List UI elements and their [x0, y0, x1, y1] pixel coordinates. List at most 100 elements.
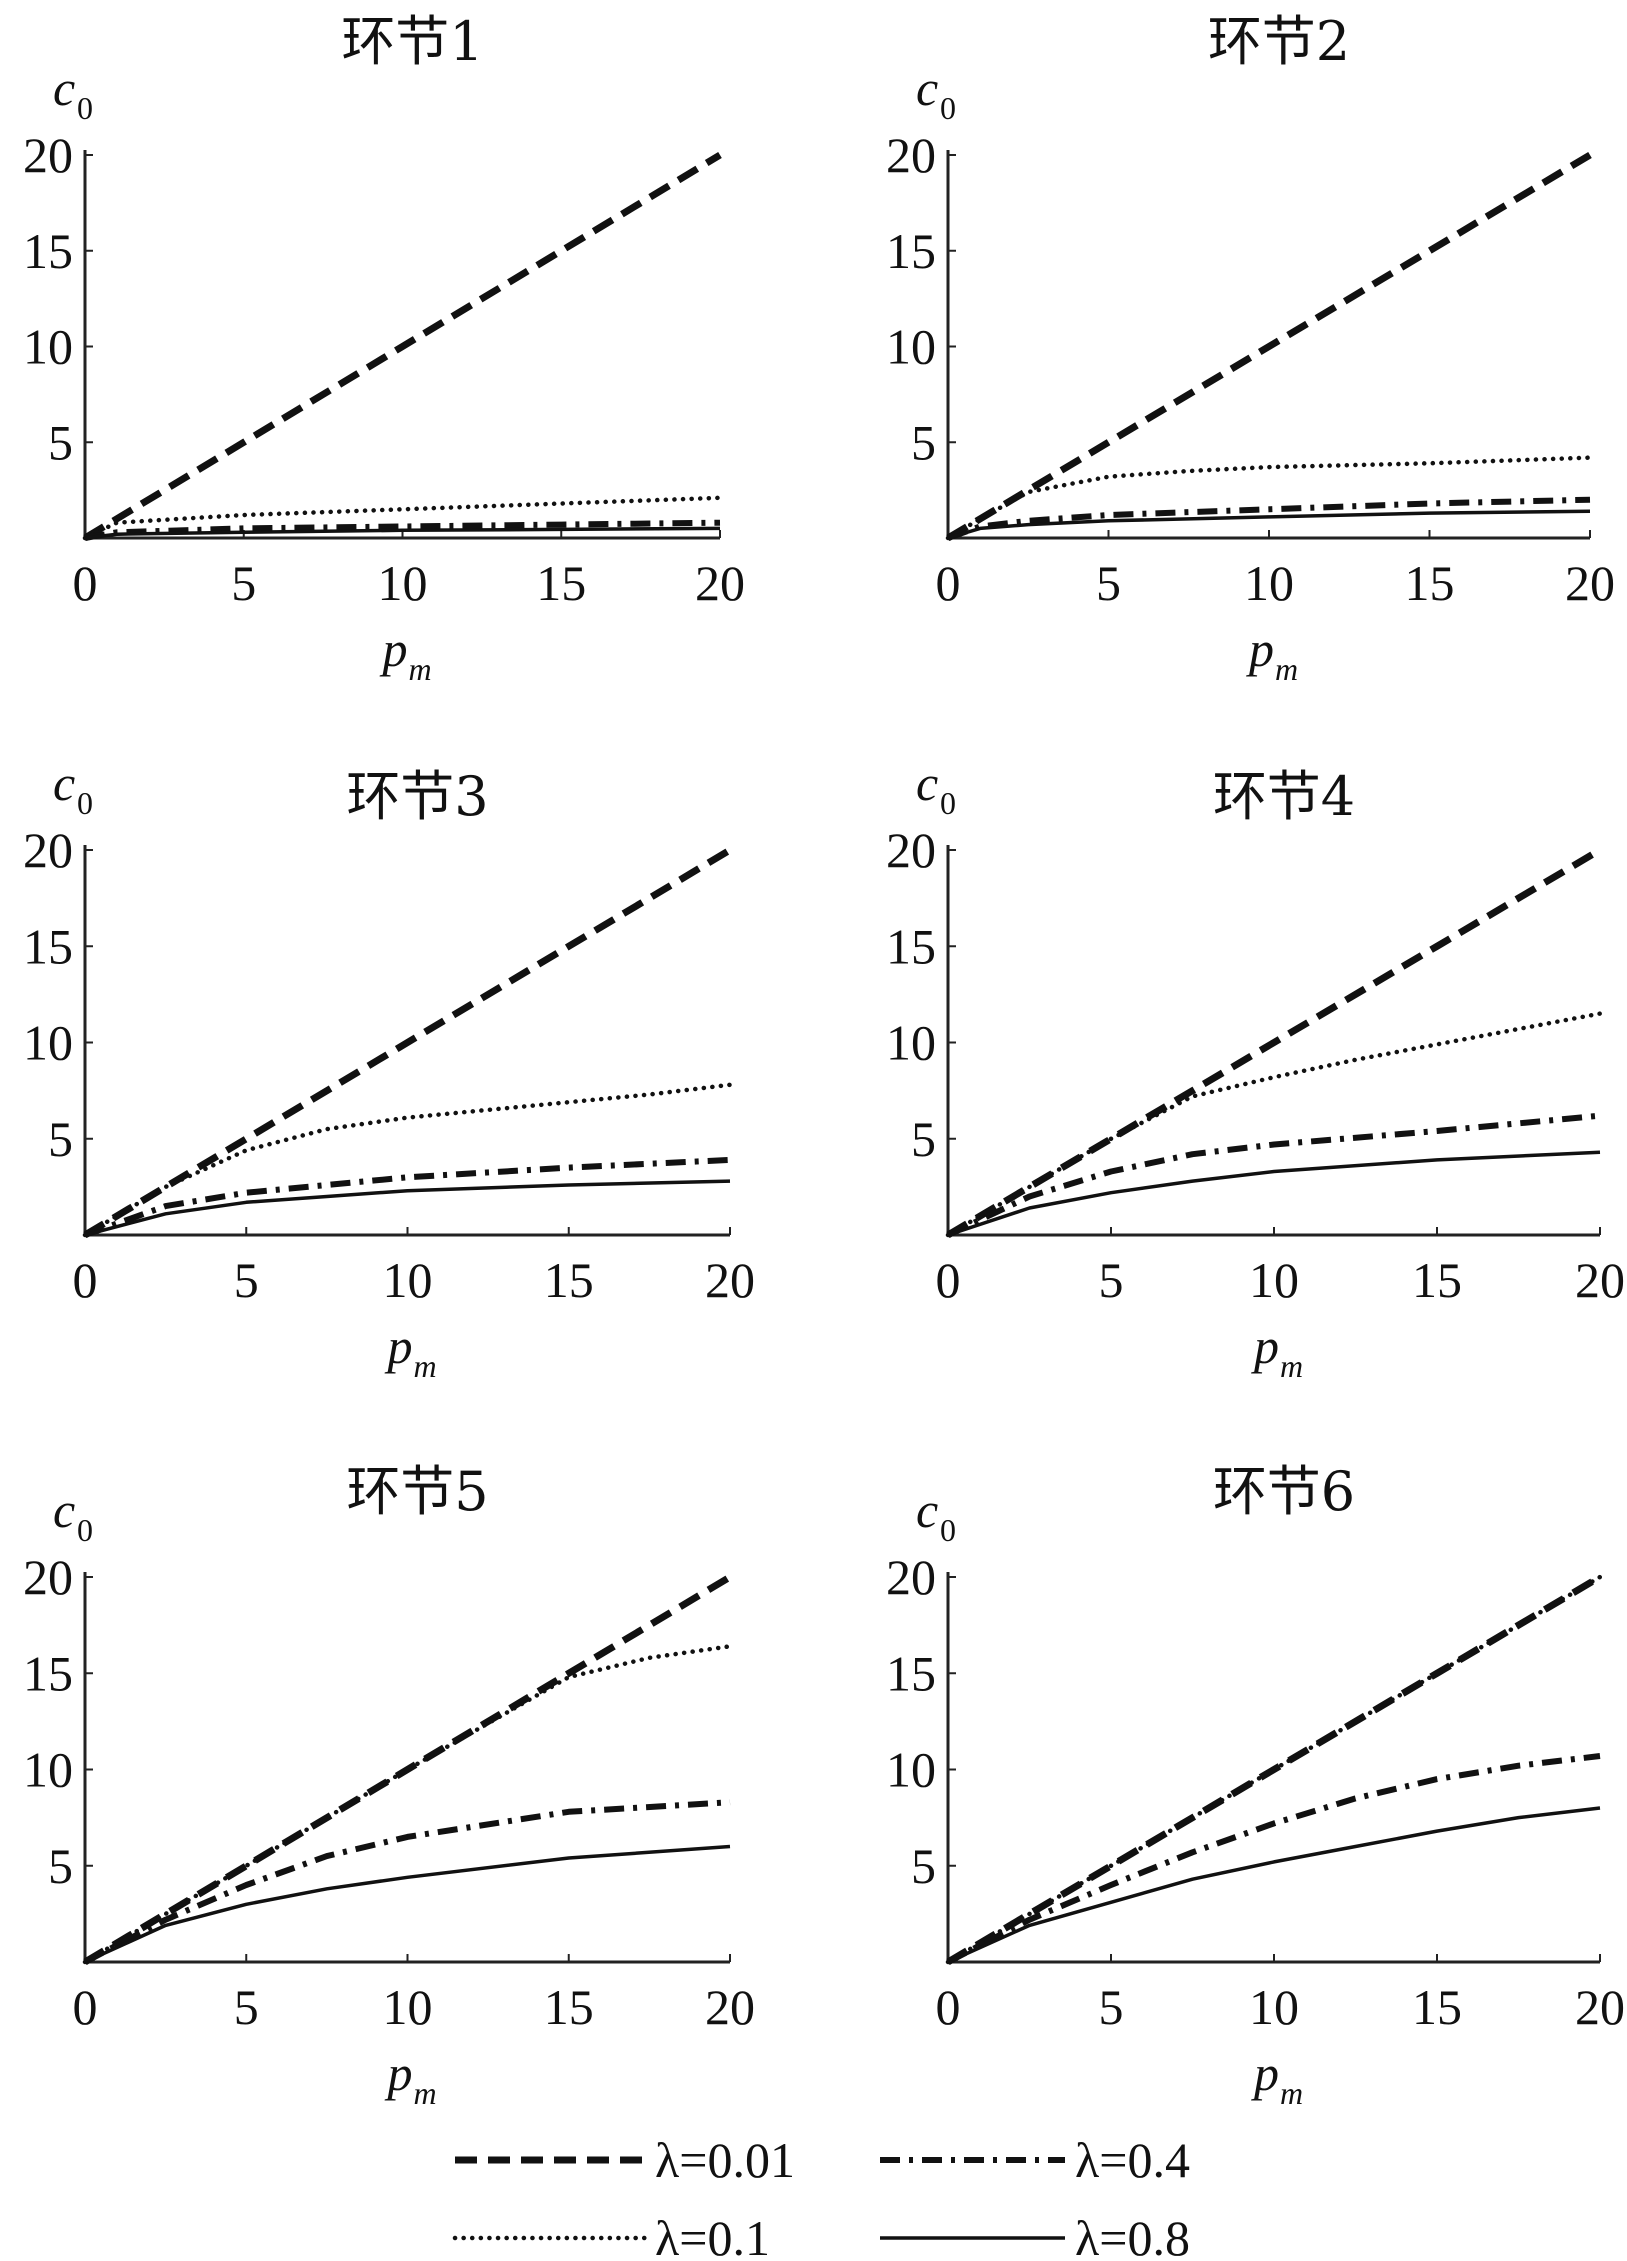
- series-line-dashed: [83, 846, 732, 1239]
- x-axis-label-subscript: m: [409, 651, 432, 687]
- legend-label: λ=0.4: [1075, 2132, 1190, 2188]
- x-tick-label: 5: [1096, 555, 1121, 611]
- legend-label: λ=0.8: [1075, 2210, 1190, 2261]
- x-tick-label: 5: [231, 555, 256, 611]
- series-line-dotted: [945, 1011, 1603, 1238]
- x-tick-label: 5: [1099, 1252, 1124, 1308]
- y-axis-label-subscript: 0: [940, 785, 956, 821]
- y-tick-label: 15: [23, 918, 73, 974]
- y-tick-label: 10: [23, 1015, 73, 1071]
- y-tick-label: 5: [911, 414, 936, 470]
- y-axis-label-subscript: 0: [77, 785, 93, 821]
- y-axis-label-subscript: 0: [940, 90, 956, 126]
- y-tick-label: 20: [23, 1549, 73, 1605]
- legend-label: λ=0.01: [655, 2132, 795, 2188]
- y-axis-label: c: [916, 60, 938, 116]
- panel-title: 环节1: [341, 10, 483, 73]
- x-tick-label: 10: [1249, 1979, 1299, 2035]
- x-tick-label: 20: [705, 1979, 755, 2035]
- y-tick-label: 15: [23, 223, 73, 279]
- y-tick-label: 20: [886, 1549, 936, 1605]
- x-tick-label: 10: [378, 555, 428, 611]
- x-tick-label: 20: [1575, 1979, 1625, 2035]
- y-tick-label: 10: [886, 319, 936, 375]
- x-tick-label: 5: [234, 1979, 259, 2035]
- y-tick-label: 15: [23, 1645, 73, 1701]
- x-axis-label: p: [1246, 621, 1274, 677]
- y-axis-label: c: [53, 1482, 75, 1538]
- y-tick-label: 5: [48, 1111, 73, 1167]
- x-axis-label: p: [385, 1318, 413, 1374]
- series-line-solid: [947, 509, 1591, 540]
- y-axis-label-subscript: 0: [77, 1512, 93, 1548]
- y-tick-label: 5: [48, 1838, 73, 1894]
- series-line-solid: [84, 1179, 731, 1237]
- y-tick-label: 5: [911, 1838, 936, 1894]
- series-line-solid: [947, 1150, 1601, 1237]
- y-axis-label: c: [53, 755, 75, 811]
- x-tick-label: 0: [936, 1979, 961, 2035]
- y-tick-label: 5: [911, 1111, 936, 1167]
- x-tick-label: 10: [1249, 1252, 1299, 1308]
- x-tick-label: 15: [536, 555, 586, 611]
- x-axis-label: p: [1251, 2045, 1279, 2101]
- y-axis-label: c: [916, 1482, 938, 1538]
- x-tick-label: 20: [705, 1252, 755, 1308]
- series-line-dashed: [83, 1573, 732, 1966]
- series-line-dotted: [82, 1644, 733, 1965]
- panel-title: 环节6: [1213, 1460, 1355, 1523]
- series-line-dotted: [945, 1574, 1603, 1965]
- series-line-solid: [947, 1806, 1601, 1964]
- x-tick-label: 0: [936, 1252, 961, 1308]
- x-tick-label: 5: [1099, 1979, 1124, 2035]
- x-axis-label-subscript: m: [414, 2075, 437, 2111]
- y-axis-label: c: [53, 60, 75, 116]
- x-axis-label-subscript: m: [1280, 1348, 1303, 1384]
- x-axis-label: p: [385, 2045, 413, 2101]
- y-axis-label: c: [916, 755, 938, 811]
- series-line-solid: [84, 526, 721, 540]
- panel-title: 环节5: [346, 1460, 488, 1523]
- x-tick-label: 10: [1244, 555, 1294, 611]
- y-tick-label: 10: [23, 319, 73, 375]
- series-line-solid: [84, 1844, 731, 1964]
- series-line-dashdot: [946, 1753, 1601, 1965]
- y-tick-label: 20: [886, 822, 936, 878]
- y-tick-label: 20: [23, 822, 73, 878]
- x-tick-label: 20: [1565, 555, 1615, 611]
- y-tick-label: 20: [23, 127, 73, 183]
- x-axis-label: p: [1251, 1318, 1279, 1374]
- x-axis-label-subscript: m: [414, 1348, 437, 1384]
- series-line-dashdot: [83, 1799, 731, 1965]
- series-line-dashed: [946, 846, 1602, 1239]
- panel-title: 环节3: [346, 765, 488, 828]
- x-tick-label: 15: [544, 1252, 594, 1308]
- legend-label: λ=0.1: [655, 2210, 770, 2261]
- y-tick-label: 10: [23, 1742, 73, 1798]
- series-line-dotted: [945, 455, 1593, 541]
- y-tick-label: 5: [48, 414, 73, 470]
- series-line-dashdot: [83, 1156, 731, 1238]
- series-line-dashdot: [946, 1112, 1601, 1238]
- x-tick-label: 0: [73, 1252, 98, 1308]
- x-axis-label: p: [380, 621, 408, 677]
- x-tick-label: 15: [1412, 1252, 1462, 1308]
- x-tick-label: 20: [695, 555, 745, 611]
- y-tick-label: 15: [886, 1645, 936, 1701]
- y-tick-label: 10: [886, 1742, 936, 1798]
- x-axis-label-subscript: m: [1275, 651, 1298, 687]
- x-tick-label: 20: [1575, 1252, 1625, 1308]
- x-axis-label-subscript: m: [1280, 2075, 1303, 2111]
- y-tick-label: 15: [886, 918, 936, 974]
- series-line-dashed: [946, 151, 1592, 542]
- x-tick-label: 10: [383, 1979, 433, 2035]
- y-tick-label: 10: [886, 1015, 936, 1071]
- x-tick-label: 15: [1412, 1979, 1462, 2035]
- y-axis-label-subscript: 0: [940, 1512, 956, 1548]
